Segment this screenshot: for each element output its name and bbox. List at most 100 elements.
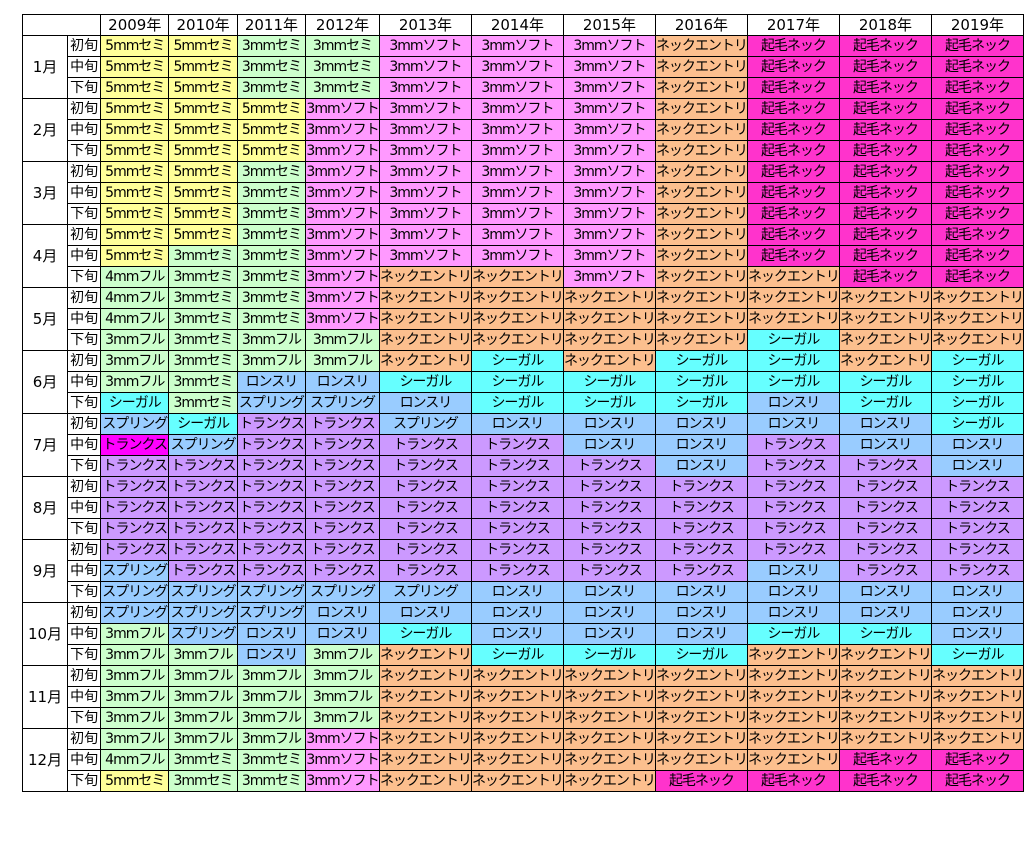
schedule-cell: ネックエントリ [470, 329, 564, 351]
schedule-cell: 3mmソフト [562, 203, 656, 225]
period-label: 下旬 [67, 140, 102, 162]
schedule-cell: 5mmセミ [168, 77, 238, 99]
schedule-cell: ネックエントリ [378, 749, 472, 771]
schedule-cell: シーガル [654, 392, 748, 414]
table-row: 下旬 5mmセミ 3mmセミ 3mmセミ 3mmソフト ネックエントリ ネックエントリ ネック… [23, 770, 1024, 792]
schedule-cell: 3mmセミ [236, 203, 307, 225]
schedule-cell: ネックエントリ [654, 749, 748, 771]
schedule-cell: スプリング [378, 581, 472, 603]
schedule-cell: トランクス [838, 455, 932, 477]
schedule-cell: トランクス [100, 518, 170, 540]
schedule-cell: 5mmセミ [100, 98, 170, 120]
schedule-cell: トランクス [378, 518, 472, 540]
schedule-cell: 3mmセミ [168, 371, 238, 393]
schedule-cell: 3mmソフト [378, 98, 472, 120]
schedule-cell: スプリング [236, 581, 307, 603]
period-label: 中旬 [67, 686, 102, 708]
schedule-cell: 3mmフル [168, 665, 238, 687]
schedule-cell: 起毛ネック [746, 140, 840, 162]
schedule-cell: トランクス [746, 455, 840, 477]
schedule-cell: ネックエントリ [654, 707, 748, 729]
schedule-cell: ネックエントリ [930, 665, 1024, 687]
schedule-cell: 3mmソフト [470, 98, 564, 120]
schedule-cell: トランクス [236, 518, 307, 540]
schedule-cell: トランクス [470, 539, 564, 561]
schedule-cell: 起毛ネック [838, 161, 932, 183]
schedule-cell: ネックエントリ [746, 287, 840, 309]
schedule-cell: シーガル [100, 392, 170, 414]
table-row: 中旬 4mmフル 3mmセミ 3mmセミ 3mmソフト ネックエントリ ネックエントリ ネック… [23, 308, 1024, 330]
schedule-cell: 起毛ネック [838, 266, 932, 288]
schedule-cell: スプリング [100, 581, 170, 603]
schedule-cell: 起毛ネック [838, 770, 932, 792]
schedule-cell: 起毛ネック [930, 770, 1024, 792]
schedule-cell: トランクス [168, 455, 238, 477]
schedule-cell: 5mmセミ [100, 161, 170, 183]
schedule-cell: 起毛ネック [930, 119, 1024, 141]
schedule-cell: 起毛ネック [838, 98, 932, 120]
schedule-cell: ネックエントリ [930, 287, 1024, 309]
schedule-cell: 3mmセミ [236, 35, 307, 57]
schedule-cell: 3mmフル [100, 350, 170, 372]
schedule-cell: 3mmセミ [168, 329, 238, 351]
schedule-cell: 4mmフル [100, 266, 170, 288]
schedule-cell: 3mmソフト [378, 224, 472, 246]
schedule-cell: ネックエントリ [470, 308, 564, 330]
schedule-cell: 3mmセミ [168, 287, 238, 309]
schedule-cell: ロンスリ [236, 371, 307, 393]
period-label: 下旬 [67, 266, 102, 288]
month-label: 1月 [21, 35, 69, 99]
schedule-cell: 5mmセミ [100, 77, 170, 99]
schedule-cell: 3mmフル [168, 644, 238, 666]
schedule-cell: トランクス [930, 497, 1024, 519]
schedule-cell: ネックエントリ [838, 308, 932, 330]
schedule-cell: シーガル [746, 371, 840, 393]
schedule-cell: ネックエントリ [378, 266, 472, 288]
year-header: 2012年 [305, 14, 380, 36]
schedule-cell: 3mmソフト [378, 77, 472, 99]
period-label: 下旬 [67, 581, 102, 603]
schedule-cell: トランクス [305, 518, 380, 540]
month-label: 8月 [21, 476, 69, 540]
schedule-cell: 3mmソフト [470, 245, 564, 267]
schedule-cell: ロンスリ [378, 602, 472, 624]
period-label: 下旬 [67, 707, 102, 729]
schedule-cell: 3mmフル [305, 707, 380, 729]
schedule-cell: 起毛ネック [930, 749, 1024, 771]
schedule-cell: トランクス [930, 518, 1024, 540]
period-label: 下旬 [67, 644, 102, 666]
schedule-cell: 3mmソフト [305, 98, 380, 120]
schedule-cell: 起毛ネック [838, 119, 932, 141]
period-label: 中旬 [67, 119, 102, 141]
table-row: 中旬 4mmフル 3mmセミ 3mmセミ 3mmソフト ネックエントリ ネックエントリ ネック… [23, 749, 1024, 771]
table-row: 中旬 5mmセミ 5mmセミ 3mmセミ 3mmソフト 3mmソフト 3mmソフト 3mmソフ… [23, 182, 1024, 204]
schedule-cell: トランクス [470, 560, 564, 582]
schedule-cell: トランクス [305, 434, 380, 456]
schedule-cell: 3mmフル [168, 707, 238, 729]
schedule-cell: スプリング [168, 623, 238, 645]
schedule-cell: ネックエントリ [654, 77, 748, 99]
month-label: 9月 [21, 539, 69, 603]
schedule-cell: トランクス [654, 539, 748, 561]
schedule-cell: ネックエントリ [930, 329, 1024, 351]
schedule-cell: 5mmセミ [168, 224, 238, 246]
schedule-cell: シーガル [654, 644, 748, 666]
schedule-cell: ネックエントリ [746, 728, 840, 750]
schedule-cell: ネックエントリ [930, 707, 1024, 729]
table-row: 3月 初旬 5mmセミ 5mmセミ 3mmセミ 3mmソフト 3mmソフト 3mmソフト 3mm… [21, 161, 1024, 225]
schedule-cell: ネックエントリ [562, 329, 656, 351]
schedule-cell: 3mmフル [236, 350, 307, 372]
schedule-cell: 5mmセミ [168, 119, 238, 141]
schedule-cell: 3mmフル [305, 686, 380, 708]
table-row: 下旬 5mmセミ 5mmセミ 3mmセミ 3mmセミ 3mmソフト 3mmソフト 3mmソフト… [23, 77, 1024, 99]
schedule-cell: 3mmフル [100, 371, 170, 393]
schedule-cell: 起毛ネック [930, 266, 1024, 288]
schedule-cell: ロンスリ [562, 623, 656, 645]
schedule-cell: ネックエントリ [930, 728, 1024, 750]
schedule-cell: ロンスリ [378, 392, 472, 414]
table-row: 4月 初旬 5mmセミ 5mmセミ 3mmセミ 3mmソフト 3mmソフト 3mmソフト 3mm… [21, 224, 1024, 288]
schedule-cell: 3mmソフト [470, 224, 564, 246]
schedule-cell: 5mmセミ [168, 35, 238, 57]
schedule-cell: 3mmソフト [305, 266, 380, 288]
schedule-cell: 起毛ネック [838, 203, 932, 225]
